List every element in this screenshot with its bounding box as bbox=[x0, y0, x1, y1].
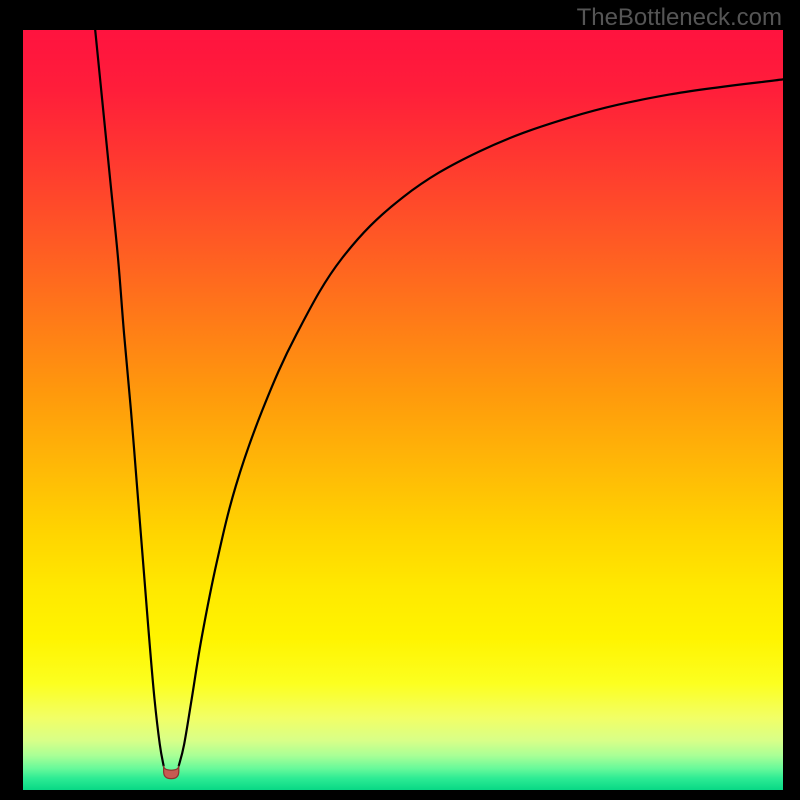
curve-right-branch bbox=[179, 79, 783, 765]
curve-layer bbox=[23, 30, 783, 790]
curve-left-branch bbox=[95, 30, 163, 766]
chart-root: { "watermark": { "text": "TheBottleneck.… bbox=[0, 0, 800, 800]
watermark-text: TheBottleneck.com bbox=[577, 4, 782, 32]
notch-marker bbox=[164, 766, 179, 779]
plot-area bbox=[23, 30, 783, 790]
